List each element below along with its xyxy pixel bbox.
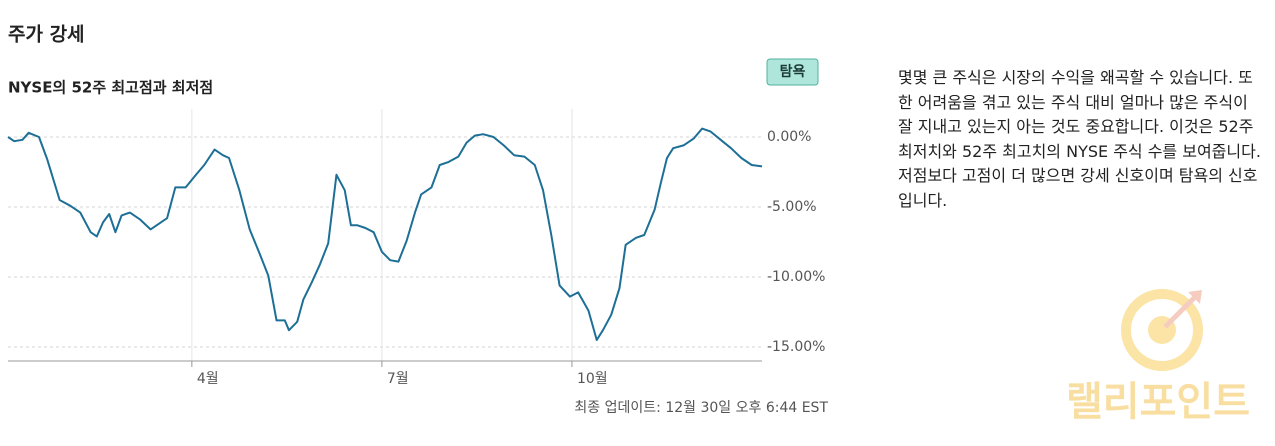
chart-subtitle: NYSE의 52주 최고점과 최저점 (8, 79, 213, 97)
y-tick-label: 0.00% (767, 129, 811, 145)
watermark: 랠리포인트 (1066, 379, 1250, 425)
chart-title: 주가 강세 (8, 24, 85, 46)
footnote: 최종 업데이트: 12월 30일 오후 6:44 EST (574, 400, 828, 416)
badge-box (766, 58, 819, 86)
x-tick-label: 4월 (197, 371, 219, 387)
y-tick-label: -10.00% (767, 269, 825, 285)
line (7, 127, 763, 341)
x-tick-label: 10월 (577, 371, 608, 387)
description: 몇몇 큰 주식은 시장의 수익을 왜곡할 수 있습니다. 또한 어려움을 겪고 … (898, 68, 1261, 210)
y-tick-label: -5.00% (767, 199, 817, 215)
badge: 탐욕 (780, 63, 806, 80)
x-tick-label: 7월 (387, 371, 409, 387)
watermark-icon (1121, 289, 1203, 371)
y-tick-label: -15.00% (767, 339, 825, 355)
